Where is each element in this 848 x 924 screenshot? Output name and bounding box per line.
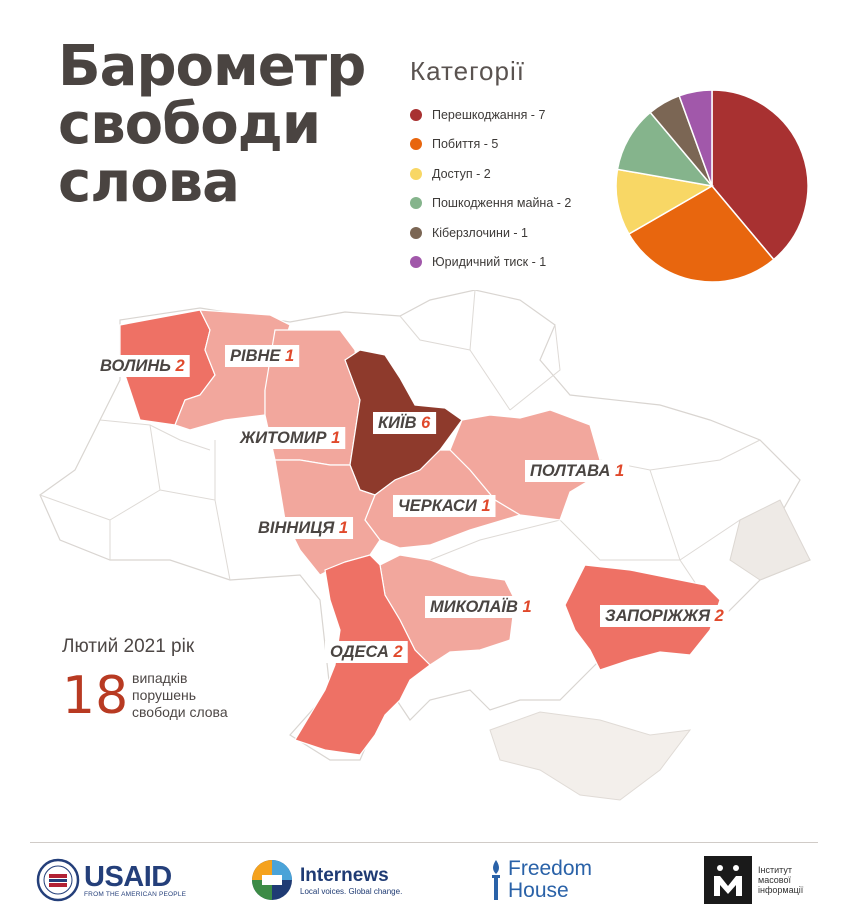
stats-count: 18	[62, 666, 129, 726]
region-label-value: 6	[421, 414, 431, 432]
legend-swatch	[410, 138, 422, 151]
usaid-logo: USAID FROM THE AMERICAN PEOPLE	[36, 852, 186, 908]
region-label-background	[425, 596, 537, 618]
imi-logo: Інститут масової інформації	[704, 852, 803, 908]
region-label-name: ЗАПОРІЖЖЯ	[605, 607, 715, 625]
legend-label: Пошкодження майна - 2	[432, 196, 572, 211]
region-label-name: ВІННИЦЯ	[258, 519, 339, 537]
stats-period: Лютий 2021 рік	[62, 636, 195, 657]
region-label-value: 1	[331, 429, 340, 447]
region-label-value: 2	[393, 643, 403, 661]
legend-item: Побиття - 5	[410, 130, 571, 160]
usaid-seal-icon	[36, 858, 80, 902]
region-label: ВОЛИНЬ 2	[100, 357, 185, 375]
region-label-value: 2	[175, 357, 185, 375]
region-label-value: 1	[285, 347, 294, 365]
stats-desc-line-3: свободи слова	[132, 704, 228, 720]
freedom-house-logo: Freedom House	[488, 852, 592, 908]
title-line-2: свободи	[58, 92, 321, 157]
legend-item: Доступ - 2	[410, 159, 571, 189]
region-label-name: МИКОЛАЇВ	[430, 598, 523, 616]
legend-label: Доступ - 2	[432, 166, 491, 181]
region-label: ОДЕСА 2	[330, 643, 403, 661]
region-label: КИЇВ 6	[378, 414, 431, 432]
region-label-name: ПОЛТАВА	[530, 462, 615, 480]
region-label-name: ОДЕСА	[330, 643, 394, 661]
region-label-background	[525, 460, 630, 482]
stats-desc-line-1: випадків	[132, 670, 188, 686]
region-label-value: 1	[339, 519, 348, 537]
region-label-name: РІВНЕ	[230, 347, 285, 365]
internews-globe-icon	[252, 860, 292, 900]
imi-line-1: Інститут	[758, 865, 792, 875]
legend-swatch	[410, 167, 422, 180]
stats-description: випадків порушень свободи слова	[132, 670, 228, 721]
legend-item: Пошкодження майна - 2	[410, 189, 571, 219]
region-label: ПОЛТАВА 1	[530, 462, 624, 480]
region-label-value: 1	[615, 462, 624, 480]
legend-label: Кіберзлочини - 1	[432, 225, 528, 240]
internews-logo: Internews Local voices. Global change.	[250, 852, 402, 908]
title-line-3: слова	[58, 150, 240, 215]
legend-label: Юридичний тиск - 1	[432, 255, 547, 270]
region-label-value: 1	[523, 598, 532, 616]
legend-label: Перешкоджання - 7	[432, 107, 546, 122]
region-label: ЗАПОРІЖЖЯ 2	[605, 607, 724, 625]
region-label: ЖИТОМИР 1	[239, 429, 340, 447]
region-label-background	[234, 427, 346, 449]
legend-label: Побиття - 5	[432, 137, 499, 152]
categories-pie-chart	[615, 89, 809, 283]
region-label-value: 1	[481, 497, 490, 515]
occupied-crimea	[489, 711, 692, 801]
internews-name: Internews	[300, 864, 389, 886]
pie-slice	[678, 89, 713, 187]
torch-icon	[492, 860, 500, 900]
legend-swatch	[410, 226, 422, 239]
page-title: Барометр свободи слова	[58, 38, 378, 212]
legend-swatch	[410, 256, 422, 269]
region-label-value: 2	[714, 607, 724, 625]
usaid-tagline: FROM THE AMERICAN PEOPLE	[84, 890, 187, 898]
categories-heading: Категорії	[410, 56, 525, 86]
freedom-house-line-1: Freedom	[508, 857, 593, 880]
region-label-name: ЖИТОМИР	[239, 429, 331, 447]
imi-line-2: масової	[758, 875, 791, 885]
legend-item: Кіберзлочини - 1	[410, 218, 571, 248]
internews-tagline: Local voices. Global change.	[300, 886, 403, 896]
imi-mark-icon	[704, 856, 752, 904]
legend-swatch	[410, 197, 422, 210]
imi-text: Інститут масової інформації	[758, 865, 803, 895]
pie-slice	[616, 111, 714, 188]
region-label: МИКОЛАЇВ 1	[430, 598, 532, 616]
region-label-background	[393, 495, 496, 517]
legend-item: Перешкоджання - 7	[410, 100, 571, 130]
legend-swatch	[410, 108, 422, 121]
pie-slice	[711, 89, 809, 261]
region-label-background	[600, 605, 729, 627]
pie-slice	[627, 185, 775, 283]
region-label-background	[225, 345, 300, 367]
imi-line-3: інформації	[758, 885, 804, 895]
title-line-1: Барометр	[58, 34, 366, 99]
region-borders	[39, 290, 781, 621]
region-label-background	[325, 641, 408, 663]
freedom-house-line-2: House	[508, 879, 569, 902]
region-label: РІВНЕ 1	[230, 347, 294, 365]
region-label-name: КИЇВ	[378, 414, 421, 432]
region-label: ЧЕРКАСИ 1	[398, 497, 491, 515]
region-label-background	[373, 412, 437, 434]
pie-slice	[615, 168, 715, 236]
usaid-name: USAID	[84, 860, 172, 893]
occupied-east	[729, 499, 811, 581]
region-label-background	[253, 517, 354, 539]
region-label-background	[95, 355, 190, 377]
region-label-name: ВОЛИНЬ	[100, 357, 176, 375]
footer-divider	[30, 842, 818, 843]
legend-item: Юридичний тиск - 1	[410, 248, 571, 278]
pie-legend: Перешкоджання - 7 Побиття - 5 Доступ - 2 По…	[410, 100, 571, 277]
region-label: ВІННИЦЯ 1	[258, 519, 348, 537]
stats-desc-line-2: порушень	[132, 687, 197, 703]
region-label-name: ЧЕРКАСИ	[398, 497, 481, 515]
